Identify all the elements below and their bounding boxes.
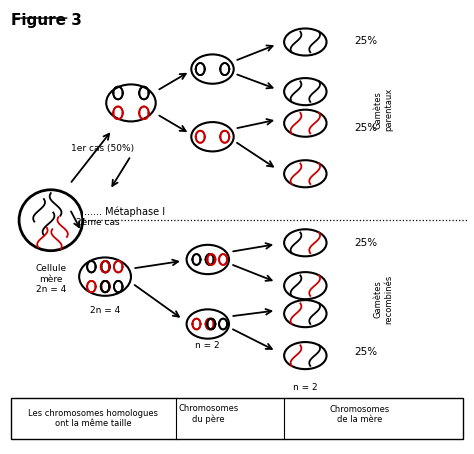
Ellipse shape — [79, 257, 131, 296]
Ellipse shape — [187, 245, 229, 274]
Text: 2n = 4: 2n = 4 — [90, 306, 120, 315]
Ellipse shape — [284, 342, 327, 369]
Text: Cellule
mère
2n = 4: Cellule mère 2n = 4 — [35, 264, 66, 294]
Ellipse shape — [19, 190, 82, 251]
Ellipse shape — [191, 54, 234, 84]
Text: 25%: 25% — [354, 238, 377, 248]
Text: Les chromosomes homologues
ont la même taille: Les chromosomes homologues ont la même t… — [28, 409, 158, 429]
Bar — [11, 399, 463, 439]
Ellipse shape — [284, 272, 327, 299]
Ellipse shape — [284, 229, 327, 257]
Ellipse shape — [284, 160, 327, 188]
Text: 25%: 25% — [354, 123, 377, 133]
Text: Gamètes
recombinés: Gamètes recombinés — [374, 275, 393, 324]
Text: Gamètes
parentaux: Gamètes parentaux — [374, 88, 393, 131]
Ellipse shape — [106, 84, 156, 121]
Ellipse shape — [187, 309, 229, 339]
Text: 25%: 25% — [354, 36, 377, 46]
Text: n = 2: n = 2 — [293, 383, 318, 392]
Ellipse shape — [191, 122, 234, 152]
Text: Chromosomes
du père: Chromosomes du père — [179, 404, 239, 424]
Text: ...... Métaphase I: ...... Métaphase I — [84, 207, 165, 217]
Ellipse shape — [284, 29, 327, 55]
Text: 1er cas (50%): 1er cas (50%) — [71, 144, 134, 153]
Text: Figure 3: Figure 3 — [11, 13, 82, 28]
Text: Chromosomes
de la mère: Chromosomes de la mère — [329, 405, 390, 424]
Text: n = 2: n = 2 — [195, 340, 220, 350]
Ellipse shape — [284, 110, 327, 137]
Ellipse shape — [284, 78, 327, 105]
Text: 25%: 25% — [354, 347, 377, 357]
Text: 2ème cas: 2ème cas — [76, 218, 119, 227]
Ellipse shape — [284, 300, 327, 327]
